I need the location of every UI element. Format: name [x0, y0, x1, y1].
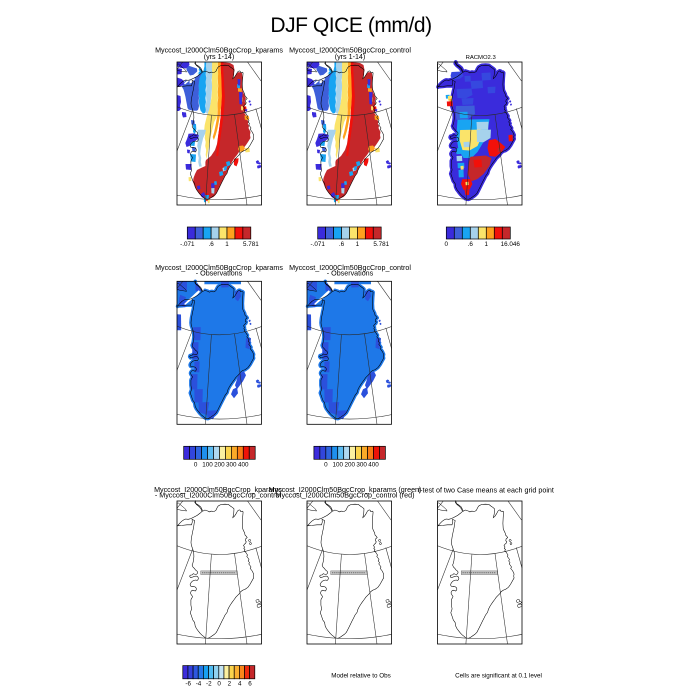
svg-text:300: 300: [226, 462, 237, 469]
svg-text:- Observations: - Observations: [196, 270, 243, 278]
svg-text:(yrs 1-14): (yrs 1-14): [335, 53, 366, 61]
svg-text:100: 100: [202, 462, 213, 469]
svg-text:t-test of two Case means at ea: t-test of two Case means at each grid po…: [418, 487, 554, 495]
svg-text:- Observations: - Observations: [327, 270, 374, 278]
svg-text:4: 4: [238, 681, 242, 688]
svg-text:Myccost_I2000Clm50BgcCrop_kpar: Myccost_I2000Clm50BgcCrop_kparams: [155, 46, 283, 54]
svg-text:200: 200: [214, 462, 225, 469]
svg-text:100: 100: [333, 462, 344, 469]
svg-text:1: 1: [485, 241, 489, 248]
svg-text:Myccost_I2000Clm50BgcCrop_cont: Myccost_I2000Clm50BgcCrop_control: [289, 264, 411, 272]
svg-text:Myccost_I2000Clm50BgcCrop_cont: Myccost_I2000Clm50BgcCrop_control (red): [276, 491, 415, 499]
svg-text:0: 0: [194, 462, 198, 469]
svg-text:200: 200: [344, 462, 355, 469]
svg-text:Cells are significant at 0.1 l: Cells are significant at 0.1 level: [455, 673, 542, 680]
svg-text:DJF QICE (mm/d): DJF QICE (mm/d): [270, 14, 431, 37]
svg-text:Myccost_I2000Clm50BgcCrop_cont: Myccost_I2000Clm50BgcCrop_control: [289, 46, 411, 54]
svg-text:5.781: 5.781: [243, 241, 259, 248]
svg-text:.6: .6: [339, 241, 345, 248]
svg-text:2: 2: [228, 681, 232, 688]
svg-text:-.071: -.071: [311, 241, 326, 248]
svg-text:1: 1: [225, 241, 229, 248]
svg-text:0: 0: [324, 462, 328, 469]
svg-text:16.046: 16.046: [501, 241, 521, 248]
svg-text:6: 6: [248, 681, 252, 688]
svg-text:0: 0: [217, 681, 221, 688]
svg-text:400: 400: [238, 462, 249, 469]
svg-text:.6: .6: [208, 241, 214, 248]
svg-text:-6: -6: [185, 681, 191, 688]
svg-text:.6: .6: [468, 241, 474, 248]
svg-text:Myccost_I2000Clm50BgcCrop_kpar: Myccost_I2000Clm50BgcCrop_kparams: [155, 264, 283, 272]
svg-text:300: 300: [356, 462, 367, 469]
svg-text:5.781: 5.781: [373, 241, 389, 248]
svg-text:1: 1: [356, 241, 360, 248]
svg-text:- Myccost_I2000Clm50BgcCrop_co: - Myccost_I2000Clm50BgcCrop_control: [155, 491, 282, 499]
svg-text:Myccost_I2000Clm50BgcCrop_kpar: Myccost_I2000Clm50BgcCrop_kparams: [154, 486, 282, 494]
svg-text:-2: -2: [206, 681, 212, 688]
svg-text:(yrs 1-14): (yrs 1-14): [204, 53, 235, 61]
svg-text:RACMO2.3: RACMO2.3: [466, 55, 497, 61]
svg-text:Model relative to Obs: Model relative to Obs: [331, 673, 391, 680]
svg-text:-.071: -.071: [180, 241, 195, 248]
svg-text:-4: -4: [196, 681, 202, 688]
svg-text:Myccost_I2000Clm50BgcCrop_kpar: Myccost_I2000Clm50BgcCrop_kparams (green…: [269, 486, 422, 494]
svg-text:0: 0: [445, 241, 449, 248]
svg-text:400: 400: [368, 462, 379, 469]
